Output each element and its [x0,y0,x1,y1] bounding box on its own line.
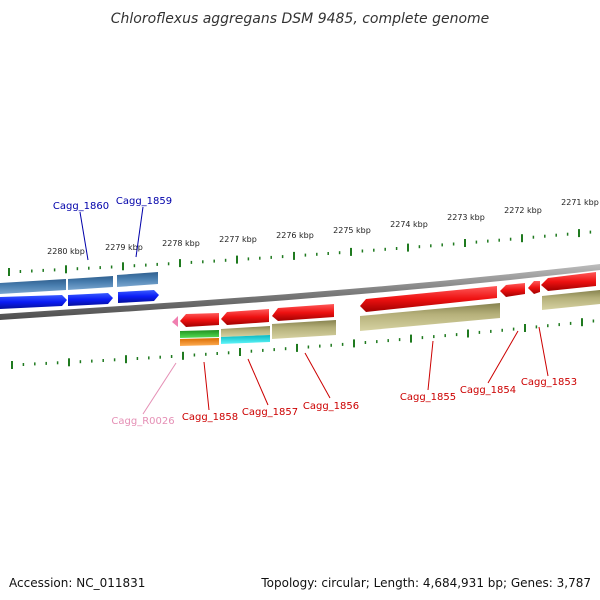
gene-label-cagg-1854[interactable]: Cagg_1854 [460,385,516,396]
label-leaders [79,206,549,415]
scale-label-2280: 2280 kbp [47,247,85,256]
scale-label-2278: 2278 kbp [162,239,200,248]
cds-1860-b[interactable] [68,293,113,306]
scale-label-2275: 2275 kbp [333,226,371,235]
gene-labels: Cagg_1860 Cagg_1859 Cagg_R0026 Cagg_1858… [53,196,577,427]
plus-strand-cds-ring [0,290,159,309]
accession-text: Accession: NC_011831 [9,576,145,590]
leader-R0026 [142,362,177,415]
cog-block-1857-cyan[interactable] [221,335,270,344]
inner-scale-ticks [11,318,595,369]
cog-block-1853[interactable] [542,290,600,310]
gene-label-cagg-1853[interactable]: Cagg_1853 [521,377,577,388]
gene-label-cagg-r0026[interactable]: Cagg_R0026 [111,416,174,427]
scale-label-2274: 2274 kbp [390,220,428,229]
cds-1854[interactable] [500,283,525,297]
plus-strand-cog-ring [0,272,158,294]
leader-1855 [427,340,434,391]
rna-R0026[interactable] [172,316,178,327]
leader-1854 [487,330,519,384]
cog-block-1858-orange[interactable] [180,338,219,346]
cog-block-1856[interactable] [272,320,336,339]
cog-block-1860-b[interactable] [68,276,113,290]
leader-1856 [304,352,331,399]
genome-backbone [0,264,600,320]
leader-1857 [247,358,269,406]
scale-label-2279: 2279 kbp [105,243,143,252]
leader-1858 [203,361,210,411]
leader-1853 [538,326,549,377]
scale-label-2276: 2276 kbp [276,231,314,240]
cds-1856[interactable] [272,304,334,321]
cds-1858[interactable] [180,313,219,327]
cds-1853-b[interactable] [541,272,596,291]
minus-strand-cog-ring [180,290,600,346]
gene-label-cagg-1860[interactable]: Cagg_1860 [53,201,109,212]
cds-1857[interactable] [221,309,269,325]
gene-label-cagg-1857[interactable]: Cagg_1857 [242,407,298,418]
scale-label-2271: 2271 kbp [561,198,599,207]
cds-1859[interactable] [118,290,159,303]
gene-label-cagg-1855[interactable]: Cagg_1855 [400,392,456,403]
scale-labels: 2280 kbp 2279 kbp 2278 kbp 2277 kbp 2276… [47,198,599,256]
gene-label-cagg-1856[interactable]: Cagg_1856 [303,401,359,412]
leader-1860 [79,211,89,261]
cog-block-1855[interactable] [360,303,500,331]
cds-1855[interactable] [360,286,497,312]
genome-summary-text: Topology: circular; Length: 4,684,931 bp… [260,576,591,590]
cds-1853-a[interactable] [528,281,540,294]
gene-label-cagg-1859[interactable]: Cagg_1859 [116,196,172,207]
scale-label-2272: 2272 kbp [504,206,542,215]
minus-strand-cds-ring [172,272,596,327]
cds-1860-a[interactable] [0,295,67,309]
leader-1859 [135,206,144,258]
outer-scale-ticks [8,229,592,276]
map-title: Chloroflexus aggregans DSM 9485, complet… [111,11,490,27]
cog-block-1859[interactable] [117,272,158,287]
cog-block-1858-green[interactable] [180,330,219,338]
scale-label-2273: 2273 kbp [447,213,485,222]
cog-block-1860-a[interactable] [0,279,66,294]
gene-label-cagg-1858[interactable]: Cagg_1858 [182,412,238,423]
cog-block-1857-olive[interactable] [221,326,270,337]
scale-label-2277: 2277 kbp [219,235,257,244]
